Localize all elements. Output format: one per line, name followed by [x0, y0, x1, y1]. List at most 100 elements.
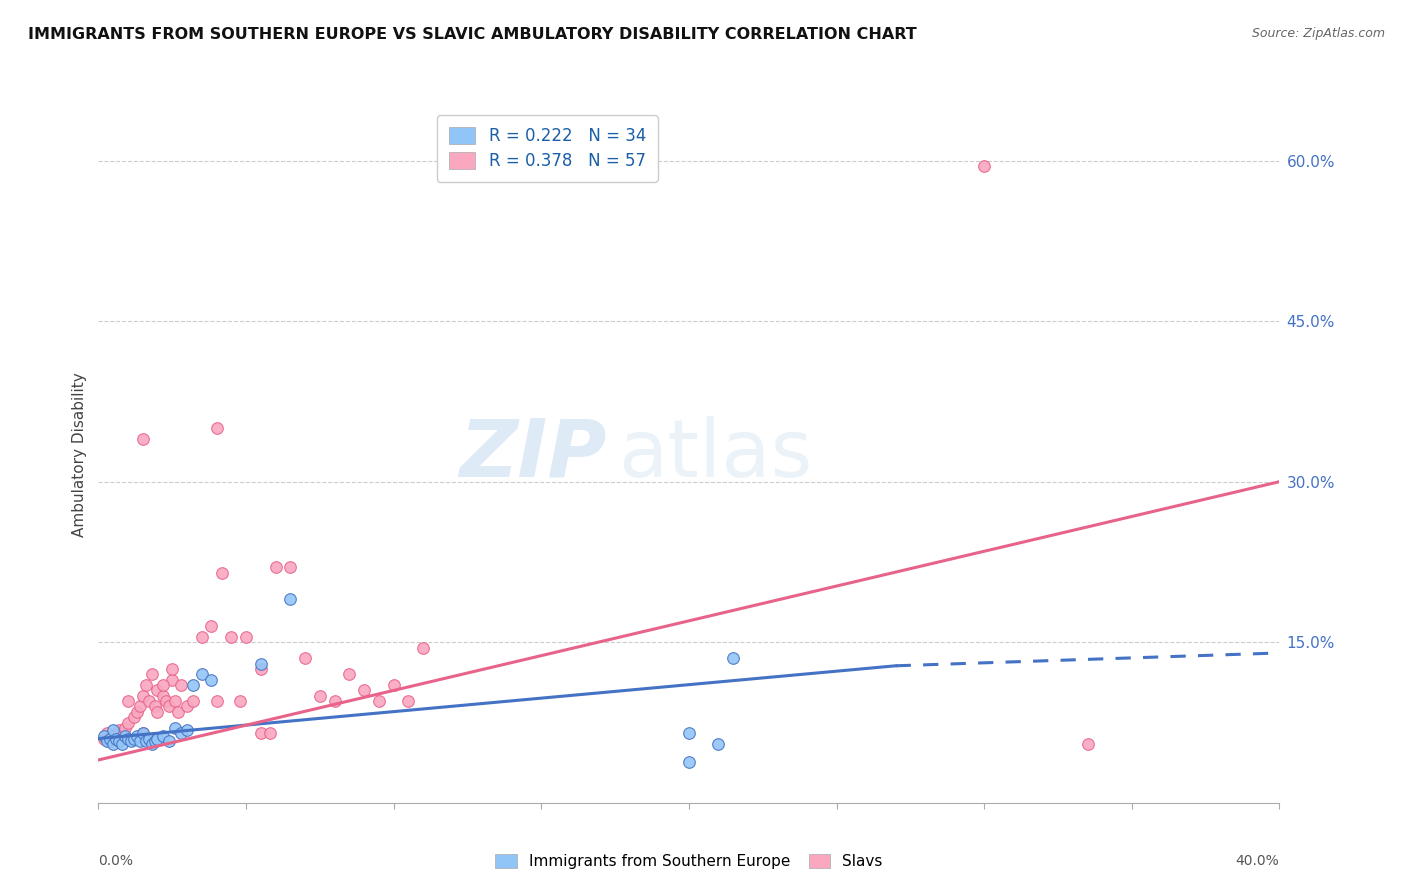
Point — [93, 730, 115, 744]
Y-axis label: Ambulatory Disability: Ambulatory Disability — [72, 373, 87, 537]
Text: ZIP: ZIP — [458, 416, 606, 494]
Point — [125, 730, 148, 744]
Point — [181, 694, 204, 708]
Point — [152, 678, 174, 692]
Point — [103, 723, 125, 737]
Point — [143, 699, 166, 714]
Legend: R = 0.222   N = 34, R = 0.378   N = 57: R = 0.222 N = 34, R = 0.378 N = 57 — [437, 115, 658, 182]
Text: atlas: atlas — [619, 416, 813, 494]
Point — [162, 662, 183, 676]
Text: 0.0%: 0.0% — [98, 854, 134, 868]
Point — [135, 733, 157, 747]
Point — [412, 640, 434, 655]
Point — [205, 694, 228, 708]
Point — [108, 723, 131, 737]
Point — [141, 737, 163, 751]
Point — [278, 592, 302, 607]
Point — [146, 731, 169, 746]
Point — [167, 705, 190, 719]
Point — [339, 667, 360, 681]
Point — [103, 737, 125, 751]
Point — [98, 731, 121, 746]
Point — [108, 733, 131, 747]
Point — [132, 726, 155, 740]
Point — [157, 699, 180, 714]
Point — [678, 755, 700, 769]
Point — [191, 630, 214, 644]
Point — [1077, 737, 1099, 751]
Point — [162, 673, 183, 687]
Point — [146, 683, 169, 698]
Point — [294, 651, 316, 665]
Point — [128, 733, 150, 747]
Point — [122, 710, 145, 724]
Point — [114, 721, 136, 735]
Point — [141, 667, 163, 681]
Point — [205, 421, 228, 435]
Point — [382, 678, 405, 692]
Point — [152, 689, 174, 703]
Point — [111, 726, 134, 740]
Point — [135, 678, 157, 692]
Point — [707, 737, 730, 751]
Point — [114, 730, 136, 744]
Point — [176, 699, 198, 714]
Point — [259, 726, 281, 740]
Point — [117, 694, 139, 708]
Legend: Immigrants from Southern Europe, Slavs: Immigrants from Southern Europe, Slavs — [489, 847, 889, 875]
Point — [122, 731, 145, 746]
Text: IMMIGRANTS FROM SOUTHERN EUROPE VS SLAVIC AMBULATORY DISABILITY CORRELATION CHAR: IMMIGRANTS FROM SOUTHERN EUROPE VS SLAVI… — [28, 27, 917, 42]
Point — [105, 731, 128, 746]
Point — [723, 651, 745, 665]
Point — [96, 733, 118, 747]
Point — [165, 721, 187, 735]
Point — [132, 689, 155, 703]
Point — [309, 689, 332, 703]
Point — [132, 726, 155, 740]
Point — [152, 730, 174, 744]
Point — [103, 730, 125, 744]
Point — [165, 694, 187, 708]
Point — [138, 694, 160, 708]
Point — [105, 731, 128, 746]
Point — [117, 715, 139, 730]
Point — [143, 733, 166, 747]
Point — [93, 731, 115, 746]
Point — [973, 159, 995, 173]
Point — [219, 630, 242, 644]
Point — [235, 630, 257, 644]
Point — [155, 694, 177, 708]
Point — [250, 726, 273, 740]
Point — [128, 699, 150, 714]
Point — [278, 560, 302, 574]
Point — [353, 683, 375, 698]
Point — [368, 694, 391, 708]
Point — [96, 726, 118, 740]
Point — [120, 733, 142, 747]
Point — [125, 705, 148, 719]
Point — [111, 737, 134, 751]
Point — [323, 694, 346, 708]
Point — [191, 667, 214, 681]
Point — [396, 694, 419, 708]
Point — [138, 731, 160, 746]
Point — [200, 673, 222, 687]
Point — [181, 678, 204, 692]
Point — [678, 726, 700, 740]
Point — [211, 566, 233, 580]
Point — [146, 705, 169, 719]
Point — [250, 657, 273, 671]
Point — [250, 662, 273, 676]
Text: Source: ZipAtlas.com: Source: ZipAtlas.com — [1251, 27, 1385, 40]
Text: 40.0%: 40.0% — [1236, 854, 1279, 868]
Point — [229, 694, 252, 708]
Point — [157, 733, 180, 747]
Point — [117, 731, 139, 746]
Point — [264, 560, 287, 574]
Point — [132, 432, 155, 446]
Point — [200, 619, 222, 633]
Point — [170, 726, 193, 740]
Point — [170, 678, 193, 692]
Point — [98, 733, 121, 747]
Point — [176, 723, 198, 737]
